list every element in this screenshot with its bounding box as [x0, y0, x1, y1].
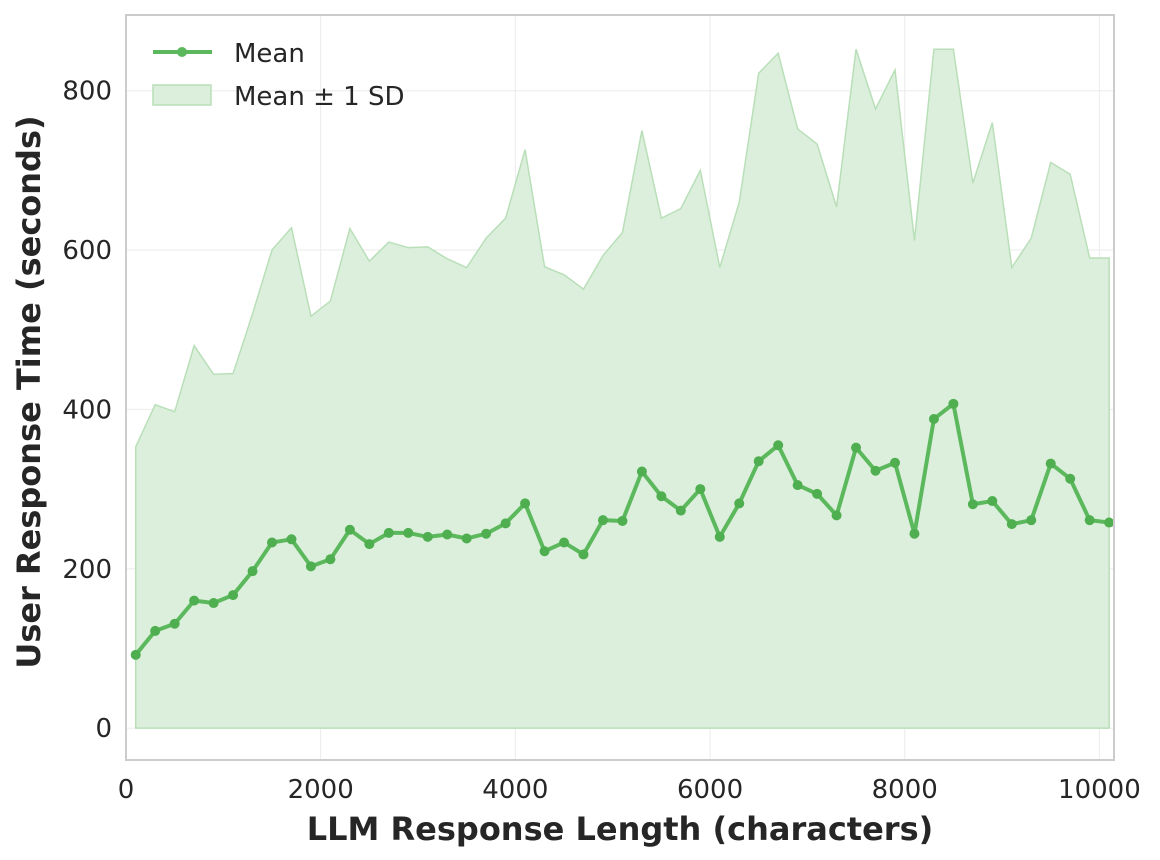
mean-marker	[286, 534, 297, 545]
mean-marker	[1006, 519, 1017, 530]
mean-marker	[481, 528, 492, 539]
mean-marker	[130, 649, 141, 660]
x-tick-label: 4000	[482, 775, 548, 805]
y-tick-label: 400	[62, 395, 112, 425]
mean-marker	[753, 456, 764, 467]
x-axis-ticks: 0 2000 4000 6000 8000 10000	[118, 775, 1141, 805]
mean-marker	[422, 531, 433, 542]
legend: Mean Mean ± 1 SD	[152, 39, 405, 112]
mean-marker	[967, 499, 978, 510]
mean-marker	[150, 625, 161, 636]
sd-band	[134, 48, 1110, 729]
mean-marker	[578, 549, 589, 560]
mean-marker	[189, 595, 200, 606]
mean-marker	[812, 488, 823, 499]
mean-marker	[734, 498, 745, 509]
mean-marker	[442, 529, 453, 540]
mean-marker	[461, 533, 472, 544]
mean-marker	[1084, 515, 1095, 526]
mean-marker	[520, 498, 531, 509]
mean-marker	[831, 510, 842, 521]
y-tick-label: 800	[62, 77, 112, 107]
x-tick-label: 2000	[288, 775, 354, 805]
mean-marker	[208, 598, 219, 609]
mean-marker	[928, 413, 939, 424]
mean-marker	[695, 484, 706, 495]
mean-marker	[559, 537, 570, 548]
mean-marker	[403, 527, 414, 538]
mean-marker	[539, 546, 550, 557]
legend-mean-marker-icon	[177, 47, 187, 57]
plot-frame	[125, 14, 1115, 761]
mean-marker	[325, 554, 336, 565]
mean-marker	[870, 465, 881, 476]
x-axis-label: LLM Response Length (characters)	[307, 810, 933, 848]
mean-marker	[1045, 458, 1056, 469]
y-axis-label: User Response Time (seconds)	[10, 115, 48, 668]
mean-marker	[597, 515, 608, 526]
legend-band-swatch-icon	[152, 84, 212, 106]
mean-marker	[344, 524, 355, 535]
mean-marker	[1026, 515, 1037, 526]
mean-marker	[889, 457, 900, 468]
mean-marker	[169, 618, 180, 629]
mean-marker	[656, 491, 667, 502]
y-tick-label: 200	[62, 555, 112, 585]
mean-marker	[987, 496, 998, 507]
mean-marker	[909, 528, 920, 539]
mean-marker	[228, 590, 239, 601]
mean-marker	[851, 442, 862, 453]
mean-marker	[773, 440, 784, 451]
legend-band-label: Mean ± 1 SD	[234, 82, 405, 112]
y-tick-label: 0	[95, 714, 112, 744]
y-tick-label: 600	[62, 236, 112, 266]
x-tick-label: 0	[118, 775, 135, 805]
mean-marker	[1065, 473, 1076, 484]
legend-mean-label: Mean	[234, 39, 305, 69]
mean-marker	[305, 561, 316, 572]
x-tick-label: 6000	[677, 775, 743, 805]
mean-marker	[383, 527, 394, 538]
y-axis-ticks: 0 200 400 600 800	[62, 77, 112, 744]
mean-marker	[636, 466, 647, 477]
mean-marker	[714, 531, 725, 542]
mean-marker	[247, 566, 258, 577]
mean-markers	[130, 398, 1115, 660]
mean-marker	[364, 539, 375, 550]
mean-marker	[948, 398, 959, 409]
mean-marker	[617, 515, 628, 526]
mean-marker	[1104, 517, 1115, 528]
x-tick-label: 8000	[872, 775, 938, 805]
mean-marker	[500, 518, 511, 529]
mean-marker	[675, 505, 686, 516]
mean-marker	[267, 537, 278, 548]
x-tick-label: 10000	[1058, 775, 1141, 805]
mean-marker	[792, 480, 803, 491]
